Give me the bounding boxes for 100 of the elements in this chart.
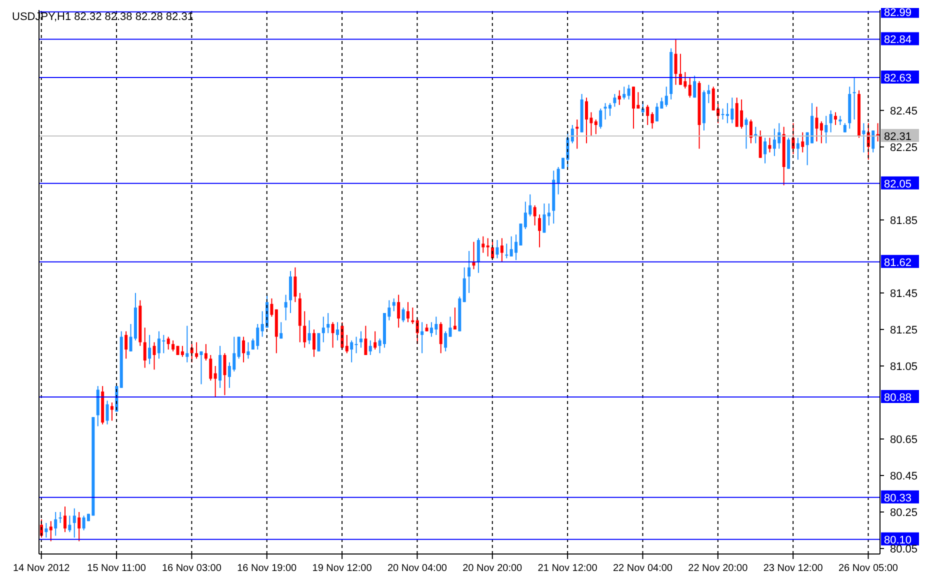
candlestick — [476, 238, 480, 274]
candlestick — [331, 322, 334, 348]
candlestick — [608, 102, 612, 116]
candlestick — [209, 354, 212, 382]
candlestick — [815, 106, 818, 142]
candlestick — [180, 345, 184, 358]
candlestick — [350, 340, 354, 363]
candlestick — [556, 166, 560, 195]
candlestick — [397, 294, 400, 328]
candlestick — [538, 214, 542, 248]
candlestick — [744, 117, 748, 150]
ref-line-label: 81.62 — [884, 256, 912, 269]
candlestick — [148, 334, 152, 365]
candlestick — [204, 344, 208, 361]
candlestick — [110, 402, 114, 422]
candlestick — [496, 240, 499, 259]
candlestick — [322, 316, 325, 343]
candlestick — [824, 115, 828, 144]
x-tick-label: 22 Nov 20:00 — [688, 563, 748, 574]
ref-line-label: 82.99 — [884, 6, 912, 19]
y-tick-label: 81.45 — [890, 288, 918, 300]
y-tick-label: 82.45 — [890, 105, 918, 118]
candlestick — [406, 302, 410, 323]
ref-line-label: 80.33 — [884, 492, 912, 504]
candlestick — [768, 137, 772, 153]
candlestick — [166, 336, 170, 350]
candlestick — [843, 122, 846, 133]
candlestick — [542, 203, 546, 234]
candlestick — [317, 332, 320, 352]
candlestick — [58, 512, 62, 524]
x-tick-label: 26 Nov 05:00 — [838, 563, 898, 574]
candlestick — [312, 328, 316, 358]
candlestick — [834, 112, 838, 126]
candlestick — [280, 322, 283, 340]
candlestick — [72, 508, 76, 538]
x-tick-label: 20 Nov 04:00 — [387, 563, 448, 574]
candlestick — [533, 204, 536, 226]
candlestick — [195, 342, 198, 360]
candlestick — [63, 506, 66, 533]
candlestick — [570, 124, 574, 144]
candlestick — [468, 250, 471, 294]
candlestick — [237, 336, 240, 360]
candlestick — [862, 122, 866, 153]
candlestick — [758, 130, 762, 158]
candlestick — [359, 330, 362, 348]
y-tick-label: 82.25 — [890, 142, 918, 154]
ref-line-label: 82.05 — [884, 178, 912, 190]
candlestick — [444, 330, 448, 352]
candlestick — [693, 75, 696, 98]
candlestick — [820, 120, 823, 144]
y-tick-label: 80.25 — [890, 506, 918, 519]
candlestick — [354, 336, 358, 354]
candlestick — [547, 203, 550, 226]
candlestick — [439, 322, 442, 354]
y-tick-label: 80.05 — [890, 543, 918, 556]
candlestick — [124, 330, 128, 360]
candlestick — [852, 77, 856, 120]
y-tick-label: 80.45 — [890, 470, 918, 482]
candlestick — [186, 325, 189, 363]
candlestick — [764, 137, 767, 164]
candlestick — [392, 298, 396, 312]
ref-line-label: 82.84 — [884, 34, 912, 46]
candlestick — [223, 352, 226, 396]
candlestick — [284, 294, 288, 321]
candlestick — [270, 298, 274, 318]
candlestick — [78, 512, 81, 542]
candlestick — [613, 93, 616, 108]
candlestick — [308, 320, 311, 345]
candlestick — [289, 270, 292, 314]
candlestick — [664, 86, 668, 108]
ref-line-label: 80.88 — [884, 392, 912, 404]
candlestick — [106, 400, 109, 425]
candlestick — [336, 322, 339, 341]
candlestick — [801, 132, 804, 153]
candlestick — [152, 342, 156, 370]
candlestick — [599, 108, 602, 130]
candlestick — [368, 340, 372, 356]
candlestick — [242, 336, 246, 363]
x-tick-label: 16 Nov 19:00 — [237, 563, 298, 574]
candlestick — [49, 520, 52, 542]
candlestick — [246, 342, 250, 360]
y-tick-label: 81.05 — [890, 360, 918, 373]
candlestick — [650, 112, 654, 130]
candlestick — [505, 243, 508, 259]
candlestick — [500, 238, 504, 262]
candlestick — [585, 97, 588, 144]
candlestick — [448, 316, 452, 338]
ref-line-label: 82.31 — [884, 130, 912, 143]
x-tick-label: 16 Nov 03:00 — [162, 563, 222, 574]
candlestick — [796, 137, 800, 160]
candlestick — [674, 38, 678, 86]
x-tick-label: 15 Nov 11:00 — [87, 563, 146, 574]
y-tick-label: 81.25 — [890, 324, 918, 336]
x-tick-label: 21 Nov 12:00 — [538, 563, 598, 574]
candlestick — [374, 330, 377, 350]
candlestick — [453, 307, 456, 330]
x-tick-label: 22 Nov 04:00 — [612, 563, 673, 574]
candlestick — [143, 327, 146, 368]
candlestick — [172, 340, 175, 352]
x-tick-label: 19 Nov 12:00 — [312, 563, 372, 574]
